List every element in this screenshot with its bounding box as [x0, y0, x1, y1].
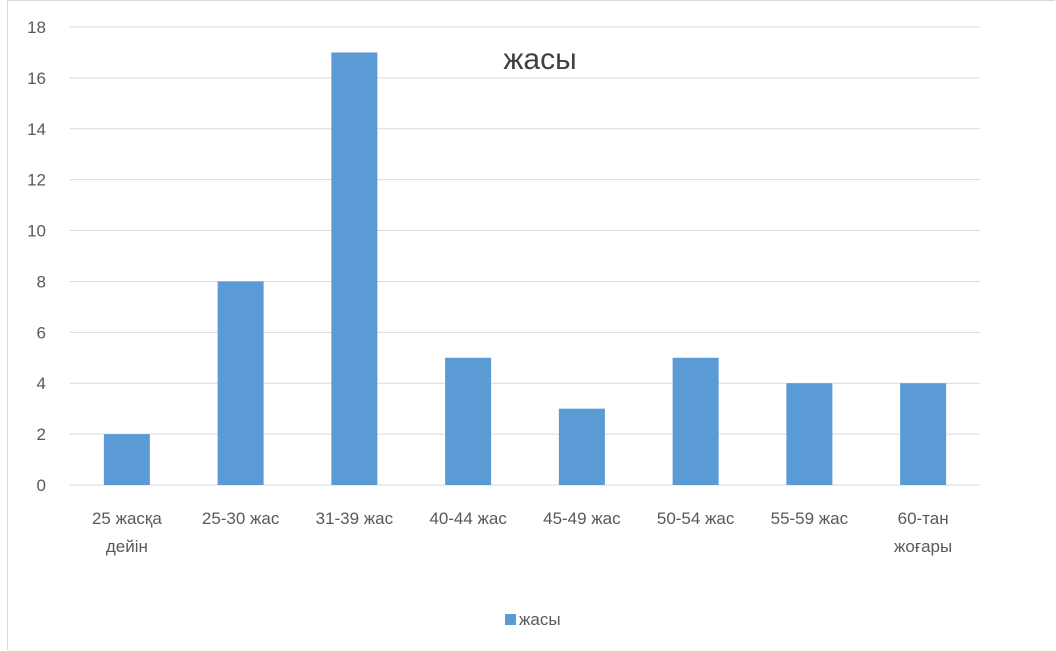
y-tick-label: 6 — [37, 323, 46, 342]
x-tick-label: жоғары — [894, 537, 952, 556]
x-tick-label: дейін — [106, 537, 148, 556]
x-tick-label: 25-30 жас — [202, 509, 280, 528]
y-tick-label: 8 — [37, 272, 46, 291]
y-tick-label: 18 — [27, 18, 46, 37]
y-axis-ticks: 0 2 4 6 8 10 12 14 16 18 — [27, 18, 46, 495]
y-tick-label: 0 — [37, 476, 46, 495]
legend-swatch — [505, 614, 516, 625]
chart-title: жасы — [503, 43, 576, 76]
bar — [900, 383, 947, 485]
x-tick-label: 25 жасқа — [92, 509, 162, 528]
bar — [445, 357, 492, 485]
x-tick-label: 50-54 жас — [657, 509, 735, 528]
bar — [331, 52, 378, 485]
bar — [672, 357, 719, 485]
y-tick-label: 10 — [27, 222, 46, 241]
bars — [103, 52, 947, 485]
y-tick-label: 2 — [37, 425, 46, 444]
x-tick-label: 40-44 жас — [429, 509, 507, 528]
legend: жасы — [505, 610, 561, 629]
chart-frame — [7, 0, 1055, 650]
x-axis-ticks: 25 жасқа дейін 25-30 жас 31-39 жас 40-44 жас… — [92, 509, 952, 556]
y-tick-label: 4 — [37, 374, 46, 393]
x-tick-label: 45-49 жас — [543, 509, 621, 528]
bar — [558, 408, 605, 485]
bar — [786, 383, 833, 485]
x-tick-label: 60-тан — [898, 509, 949, 528]
x-tick-label: 31-39 жас — [316, 509, 394, 528]
bar — [217, 281, 264, 485]
x-tick-label: 55-59 жас — [771, 509, 849, 528]
y-tick-label: 16 — [27, 69, 46, 88]
bar — [103, 434, 150, 485]
gridlines — [70, 26, 980, 486]
y-tick-label: 12 — [27, 171, 46, 190]
legend-label: жасы — [519, 610, 561, 629]
y-tick-label: 14 — [27, 120, 46, 139]
